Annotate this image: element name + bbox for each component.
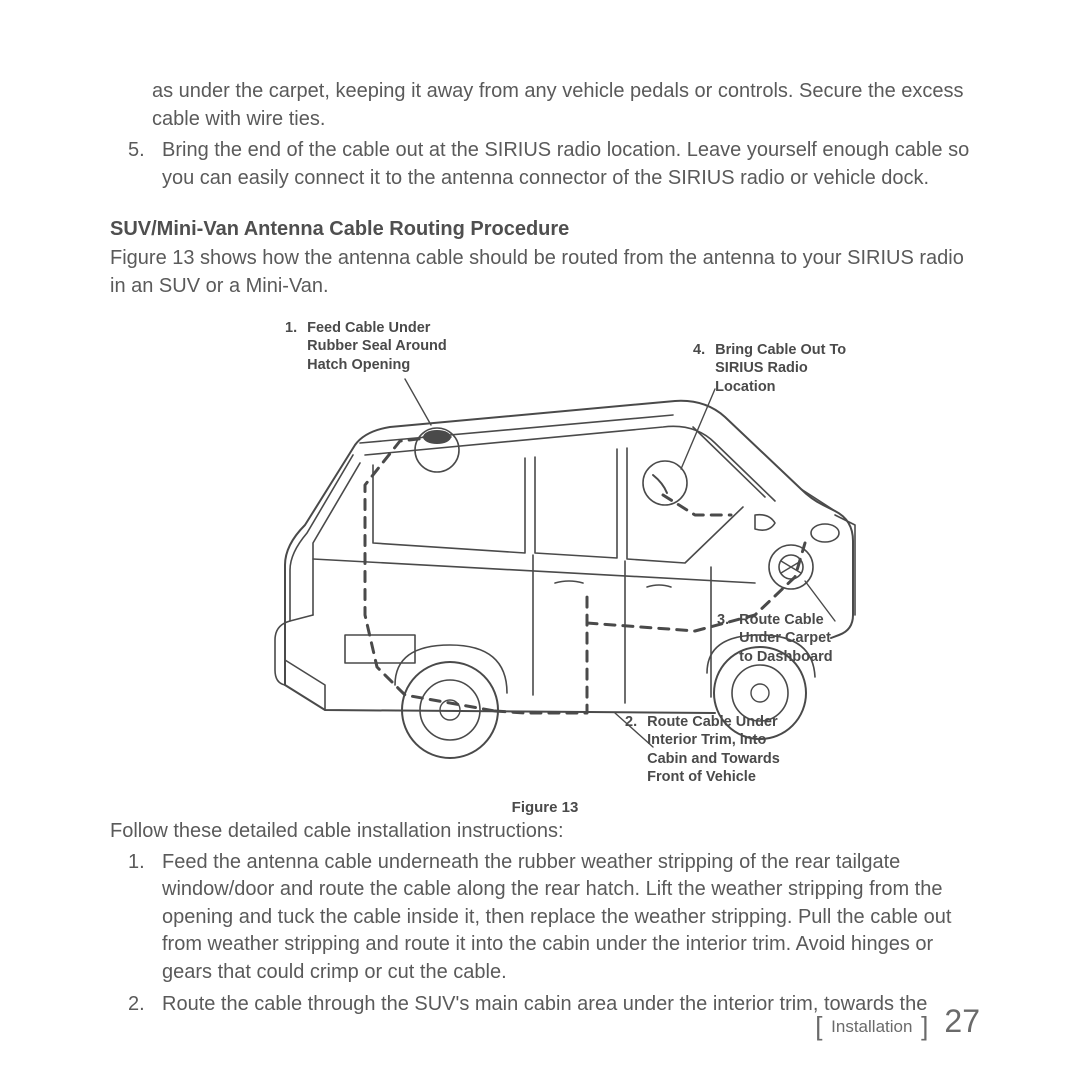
bottom-list-item-1: 1. Feed the antenna cable underneath the… <box>128 849 980 987</box>
callout-number: 1. <box>285 320 297 336</box>
section-heading: SUV/Mini-Van Antenna Cable Routing Proce… <box>110 218 980 241</box>
figure-callout-1: 1. Feed Cable Under Rubber Seal Around H… <box>285 319 447 375</box>
footer-section: [ Installation ] <box>815 1008 928 1039</box>
figure-callout-4: 4. Bring Cable Out To SIRIUS Radio Locat… <box>693 341 846 397</box>
continuation-text: as under the carpet, keeping it away fro… <box>152 80 964 130</box>
page-footer: [ Installation ] 27 <box>815 1003 980 1040</box>
bracket-close-icon: ] <box>921 1011 928 1041</box>
page-number: 27 <box>944 1003 980 1040</box>
callout-text: Route Cable Under Interior Trim, into Ca… <box>647 713 780 787</box>
list-number: 1. <box>128 849 162 987</box>
section-intro: Figure 13 shows how the antenna cable sh… <box>110 245 980 300</box>
callout-text: Feed Cable Under Rubber Seal Around Hatc… <box>307 319 447 375</box>
callout-text: Bring Cable Out To SIRIUS Radio Location <box>715 341 846 397</box>
bracket-open-icon: [ <box>815 1011 822 1041</box>
instructions-lead: Follow these detailed cable installation… <box>110 820 980 843</box>
list-number: 2. <box>128 991 162 1019</box>
callout-number: 4. <box>693 342 705 358</box>
figure-callout-3: 3. Route Cable Under Carpet to Dashboard <box>717 611 833 667</box>
callout-number: 3. <box>717 612 729 628</box>
list-text: Feed the antenna cable underneath the ru… <box>162 849 980 987</box>
figure-13: 1. Feed Cable Under Rubber Seal Around H… <box>195 315 895 793</box>
top-list-item-5: 5. Bring the end of the cable out at the… <box>128 137 980 192</box>
list-number: 5. <box>128 137 162 192</box>
figure-caption: Figure 13 <box>110 799 980 816</box>
figure-callout-2: 2. Route Cable Under Interior Trim, into… <box>625 713 780 787</box>
continuation-paragraph: as under the carpet, keeping it away fro… <box>152 78 980 133</box>
footer-section-text: Installation <box>831 1017 912 1036</box>
list-text: Bring the end of the cable out at the SI… <box>162 137 980 192</box>
callout-number: 2. <box>625 714 637 730</box>
callout-text: Route Cable Under Carpet to Dashboard <box>739 611 832 667</box>
document-page: as under the carpet, keeping it away fro… <box>0 0 1080 1080</box>
